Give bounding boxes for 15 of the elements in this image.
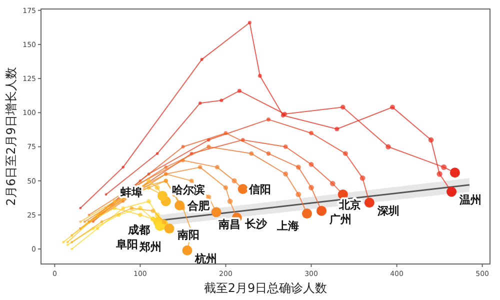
series-label: 阜阳 [114,238,138,251]
series-label: 长沙 [244,218,268,231]
series-label: 信阳 [248,183,271,196]
series-label: 北京 [338,198,361,212]
x-axis-title: 截至2月9日总确诊人数 [204,281,328,295]
series-label: 郑州 [138,240,162,254]
y-axis-title: 2月6日至2月9日增长人数 [4,67,18,206]
series-label: 合肥 [186,199,211,212]
series-label: 上海 [276,220,299,233]
series-label: 南昌 [217,218,240,232]
series-label: 广州 [328,212,352,226]
series-label: 成都 [127,224,150,237]
series-label: 深圳 [376,204,400,218]
series-label: 杭州 [194,252,218,266]
series-label: 温州 [458,194,482,207]
